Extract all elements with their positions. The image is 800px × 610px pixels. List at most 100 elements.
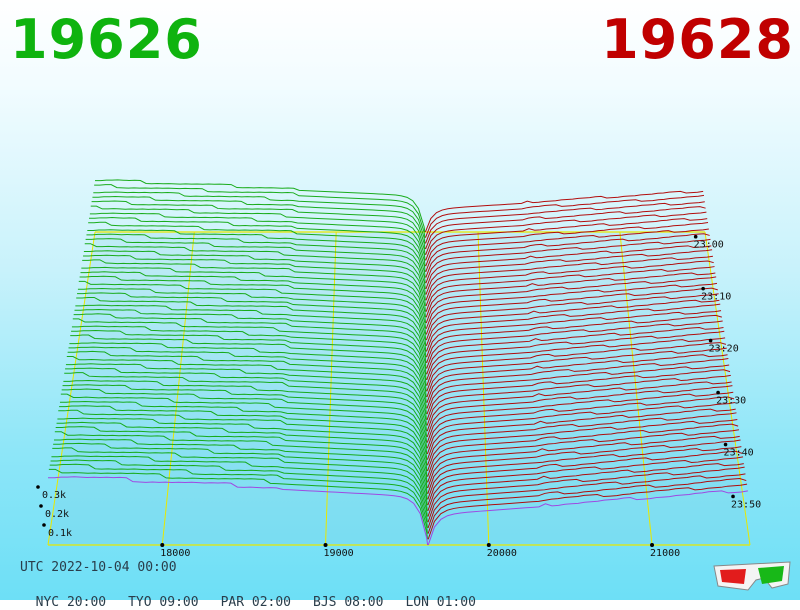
bid-depth-line [89, 212, 426, 267]
ask-depth-line [427, 446, 742, 500]
ask-depth-line [427, 490, 748, 546]
ask-depth-line [426, 391, 734, 443]
bid-price: 19626 [10, 8, 203, 71]
ask-depth-line [425, 293, 719, 341]
ask-depth-line [425, 276, 717, 324]
grid-price-line [161, 231, 195, 546]
bid-depth-line [51, 455, 428, 523]
ask-depth-line [427, 450, 743, 506]
ask-depth-line [425, 218, 708, 261]
ask-depth-line [427, 456, 744, 512]
ask-depth-line [425, 211, 707, 255]
ask-depth-line [426, 347, 727, 398]
ask-depth-line [427, 429, 740, 483]
ask-depth-line [426, 337, 726, 386]
bid-depth-line [61, 388, 428, 455]
time-tick-marker [723, 442, 728, 447]
city-time-bjs: BJS 08:00 [313, 595, 384, 610]
bid-depth-line [57, 417, 428, 483]
bid-depth-line [63, 379, 428, 443]
bid-depth-line [85, 238, 426, 295]
city-times: NYC 20:00 TYO 09:00 PAR 02:00 BJS 08:00 LON … [20, 580, 498, 610]
city-time-lon: LON 01:00 [405, 595, 476, 610]
bid-depth-line [88, 221, 426, 278]
price-tick-marker [486, 543, 491, 547]
volume-tick-marker [42, 523, 46, 527]
bid-depth-line [95, 179, 426, 233]
bid-depth-line [87, 229, 426, 284]
ask-depth-line [425, 206, 706, 250]
ask-depth-line [425, 287, 718, 335]
bid-depth-line [82, 259, 427, 318]
3d-glasses-icon[interactable] [712, 560, 792, 594]
ask-depth-line [427, 423, 739, 477]
ask-depth-line [426, 330, 725, 381]
volume-tick-marker [39, 504, 43, 508]
ask-depth-line [425, 222, 709, 267]
ask-depth-line [426, 369, 731, 420]
bid-depth-line [67, 350, 427, 415]
time-tick-label: 23:00 [694, 240, 724, 251]
bid-depth-line [48, 476, 429, 546]
bid-depth-line [83, 254, 427, 312]
utc-time: UTC 2022-10-04 00:00 [20, 560, 177, 575]
bid-depth-line [66, 356, 427, 420]
bid-depth-line [56, 421, 428, 489]
bid-depth-line [58, 409, 428, 477]
ask-depth-line [426, 385, 733, 438]
ask-depth-line [426, 310, 722, 358]
ask-depth-line [426, 303, 721, 352]
bid-depth-line [91, 200, 426, 255]
ask-depth-line [424, 194, 705, 238]
time-tick-label: 23:30 [716, 396, 746, 407]
ask-depth-line [426, 364, 730, 415]
volume-tick-label: 0.1k [48, 528, 72, 539]
bid-depth-line [84, 243, 426, 301]
ask-depth-line [427, 412, 737, 466]
bid-depth-line [78, 280, 427, 341]
bid-depth-line [77, 292, 427, 352]
ask-depth-line [425, 245, 712, 290]
ask-depth-line [427, 466, 745, 523]
bid-depth-line [64, 372, 428, 437]
ask-depth-line [426, 314, 722, 364]
bid-depth-line [92, 196, 426, 250]
ask-depth-line [427, 463, 744, 517]
volume-tick-label: 0.3k [42, 490, 66, 501]
ask-depth-line [426, 354, 728, 403]
bid-depth-line [65, 367, 428, 432]
ask-depth-line [425, 272, 716, 318]
time-tick-marker [708, 338, 713, 343]
ask-depth-line [427, 439, 741, 494]
ask-depth-line [425, 228, 709, 273]
bid-depth-line [71, 329, 427, 392]
ask-depth-line [425, 233, 710, 278]
ask-depth-line [425, 282, 718, 329]
city-time-nyc: NYC 20:00 [35, 595, 107, 610]
ask-depth-line [427, 418, 738, 472]
bid-depth-line [76, 296, 427, 358]
ask-depth-line [427, 473, 746, 529]
ask-depth-line [427, 478, 747, 534]
bid-depth-line [54, 431, 428, 500]
ask-depth-line [425, 255, 713, 301]
ask-depth-line [425, 201, 705, 244]
volume-tick-marker [36, 485, 40, 489]
bid-depth-line [70, 334, 427, 398]
bid-depth-line [55, 426, 428, 494]
bid-depth-line [60, 393, 428, 460]
bid-depth-line [77, 287, 427, 346]
time-tick-label: 23:20 [709, 344, 739, 355]
time-tick-marker [693, 234, 698, 239]
bid-depth-line [73, 313, 427, 375]
bid-depth-line [79, 275, 427, 335]
city-time-tyo: TYO 09:00 [128, 595, 199, 610]
volume-tick-label: 0.2k [45, 509, 69, 520]
ask-depth-line [426, 342, 727, 392]
ask-depth-line [425, 260, 714, 307]
price-tick-marker [160, 543, 165, 547]
ask-depth-line [425, 238, 711, 284]
price-tick-marker [323, 543, 328, 547]
ask-depth-line [426, 408, 736, 460]
